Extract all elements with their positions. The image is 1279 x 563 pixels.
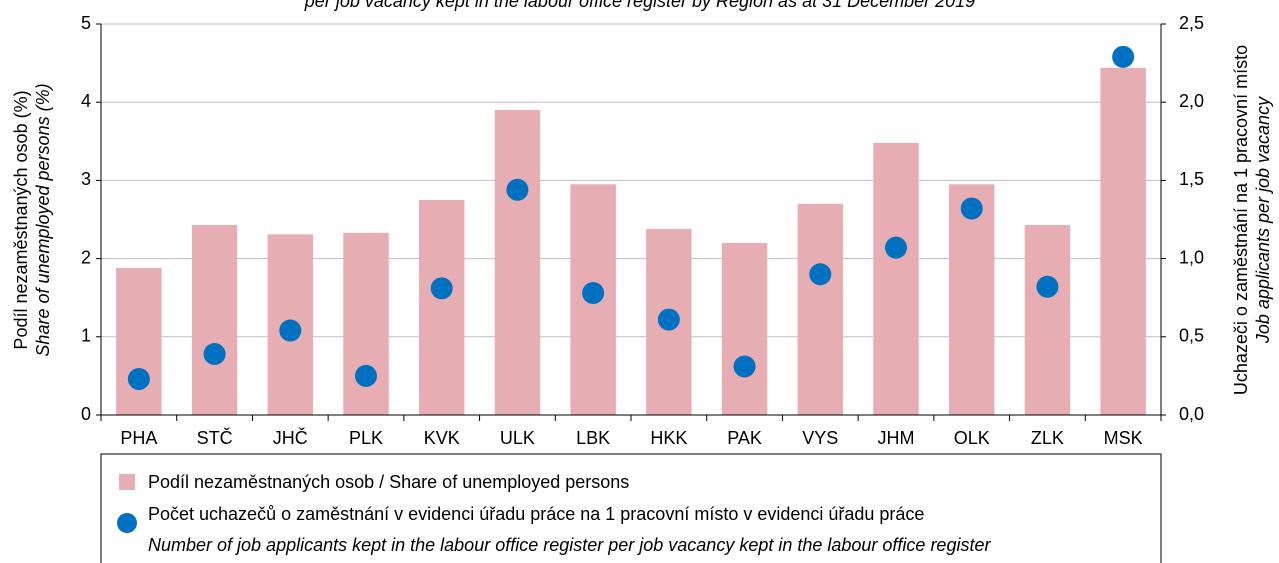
x-tick-label: JHM <box>878 428 915 448</box>
x-tick-label: LBK <box>576 428 610 448</box>
dot <box>279 319 302 342</box>
x-tick-label: PLK <box>349 428 383 448</box>
dot <box>809 263 832 286</box>
dot <box>582 282 605 305</box>
dot <box>885 236 907 259</box>
bar <box>721 242 768 415</box>
y-tick-label: 3 <box>81 169 91 189</box>
dot <box>203 343 226 366</box>
x-tick-label: ZLK <box>1031 428 1064 448</box>
x-tick-label: HKK <box>650 428 687 448</box>
y-tick-label: 1 <box>81 326 91 346</box>
dot <box>1036 275 1059 298</box>
y2-tick-label: 0,0 <box>1179 404 1204 424</box>
y2-tick-label: 2,5 <box>1179 13 1204 33</box>
legend-swatch <box>119 474 135 490</box>
legend-swatch <box>117 513 137 533</box>
x-tick-label: OLK <box>954 428 990 448</box>
bar <box>797 203 843 415</box>
bar <box>494 110 541 416</box>
dot <box>127 368 150 391</box>
y-axis-label: Share of unemployed persons (%) <box>33 83 53 356</box>
x-tick-label: STČ <box>197 427 233 448</box>
dot <box>1112 45 1135 68</box>
y2-tick-label: 0,5 <box>1179 326 1204 346</box>
legend-label: Number of job applicants kept in the lab… <box>148 535 991 555</box>
legend-box <box>100 453 1162 563</box>
legend-label: Podíl nezaměstnaných osob / Share of une… <box>148 472 629 492</box>
x-tick-label: VYS <box>802 428 838 448</box>
x-tick-label: MSK <box>1104 428 1143 448</box>
dot <box>657 308 680 331</box>
dot <box>506 178 529 201</box>
x-tick-label: JHČ <box>273 427 308 448</box>
chart-title: per job vacancy kept in the labour offic… <box>304 0 975 11</box>
y2-tick-label: 1,5 <box>1179 169 1204 189</box>
x-tick-label: PAK <box>727 428 762 448</box>
x-tick-label: KVK <box>424 428 460 448</box>
bar <box>949 184 995 415</box>
legend-label: Počet uchazečů o zaměstnání v evidenci ú… <box>148 504 924 524</box>
y2-axis-label: Uchazeči o zaměstnání na 1 pracovní míst… <box>1231 45 1251 395</box>
bar <box>873 142 919 415</box>
y2-axis-label: Job applicants per job vacancy <box>1253 96 1273 344</box>
y-tick-label: 4 <box>81 91 91 111</box>
bar <box>116 267 162 415</box>
y2-tick-label: 2,0 <box>1179 91 1204 111</box>
bar <box>343 232 389 415</box>
dot <box>430 277 453 300</box>
dot <box>733 355 756 378</box>
y-tick-label: 2 <box>81 247 91 267</box>
x-tick-label: ULK <box>500 428 535 448</box>
x-tick-label: PHA <box>120 428 157 448</box>
dot <box>355 364 377 387</box>
bar <box>1024 224 1071 415</box>
y-axis-label: Podíl nezaměstnaných osob (%) <box>11 90 31 349</box>
bar <box>419 199 465 415</box>
y2-tick-label: 1,0 <box>1179 247 1204 267</box>
dot <box>960 197 983 220</box>
y-tick-label: 5 <box>81 13 91 33</box>
bar <box>1100 67 1146 416</box>
y-tick-label: 0 <box>81 404 91 424</box>
bar <box>191 224 238 415</box>
